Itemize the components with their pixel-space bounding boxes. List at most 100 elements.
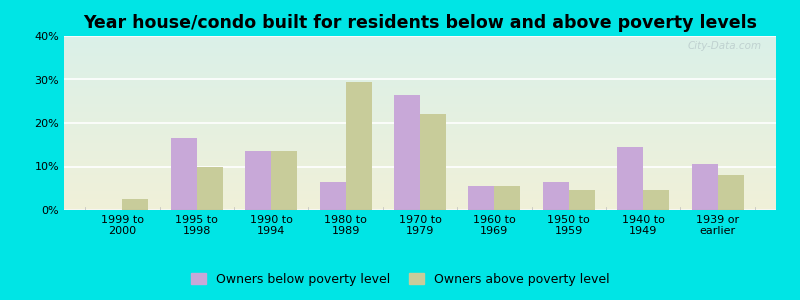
Bar [64,57,776,58]
Bar [64,98,776,99]
Bar [64,156,776,157]
Bar [64,115,776,116]
Text: City-Data.com: City-Data.com [688,41,762,51]
Bar [64,116,776,117]
Bar [64,50,776,51]
Bar [64,65,776,66]
Bar [64,159,776,160]
Bar [64,63,776,64]
Bar [64,47,776,48]
Bar [64,167,776,168]
Bar [64,157,776,158]
Bar [394,95,420,210]
Bar [64,101,776,102]
Bar [64,190,776,191]
Bar [64,89,776,90]
Bar [64,160,776,161]
Title: Year house/condo built for residents below and above poverty levels: Year house/condo built for residents bel… [83,14,757,32]
Bar [64,142,776,143]
Bar [64,151,776,152]
Bar [420,114,446,210]
Bar [64,205,776,206]
Bar [64,145,776,146]
Bar [64,59,776,60]
Bar [64,52,776,53]
Bar [64,94,776,95]
Bar [64,161,776,162]
Bar [494,186,521,210]
Bar [64,127,776,128]
Bar [617,147,643,210]
Bar [122,199,149,210]
Bar [64,111,776,112]
Bar [64,97,776,98]
Bar [64,104,776,105]
Bar [64,139,776,140]
Bar [64,64,776,65]
Bar [64,176,776,177]
Bar [64,140,776,141]
Bar [64,207,776,208]
Bar [64,206,776,207]
Bar [64,61,776,62]
Bar [64,171,776,172]
Bar [64,85,776,86]
Bar [64,137,776,138]
Bar [64,154,776,155]
Bar [64,184,776,185]
Bar [64,153,776,154]
Bar [271,151,298,210]
Bar [643,190,670,210]
Bar [64,125,776,126]
Bar [64,54,776,55]
Bar [64,172,776,173]
Bar [64,84,776,85]
Bar [64,43,776,44]
Bar [64,124,776,125]
Bar [64,112,776,113]
Bar [64,70,776,71]
Bar [64,189,776,190]
Bar [64,102,776,103]
Legend: Owners below poverty level, Owners above poverty level: Owners below poverty level, Owners above… [186,268,614,291]
Bar [64,173,776,174]
Bar [64,208,776,209]
Bar [64,200,776,201]
Bar [718,175,744,210]
Bar [64,193,776,194]
Bar [64,187,776,188]
Bar [64,103,776,104]
Bar [64,106,776,107]
Bar [64,78,776,79]
Bar [64,201,776,202]
Bar [64,202,776,203]
Bar [64,109,776,110]
Bar [197,167,223,210]
Bar [64,165,776,166]
Bar [64,44,776,45]
Bar [64,80,776,81]
Bar [64,129,776,130]
Bar [64,62,776,63]
Bar [64,74,776,75]
Bar [64,149,776,150]
Bar [64,38,776,39]
Bar [245,151,271,210]
Bar [64,186,776,187]
Bar [64,93,776,94]
Bar [64,99,776,100]
Bar [64,155,776,156]
Bar [64,53,776,54]
Bar [64,69,776,70]
Bar [64,55,776,56]
Bar [64,197,776,198]
Bar [64,130,776,131]
Bar [64,119,776,120]
Bar [542,182,569,210]
Bar [64,177,776,178]
Bar [64,46,776,47]
Bar [64,110,776,111]
Bar [64,73,776,74]
Bar [64,158,776,159]
Bar [64,204,776,205]
